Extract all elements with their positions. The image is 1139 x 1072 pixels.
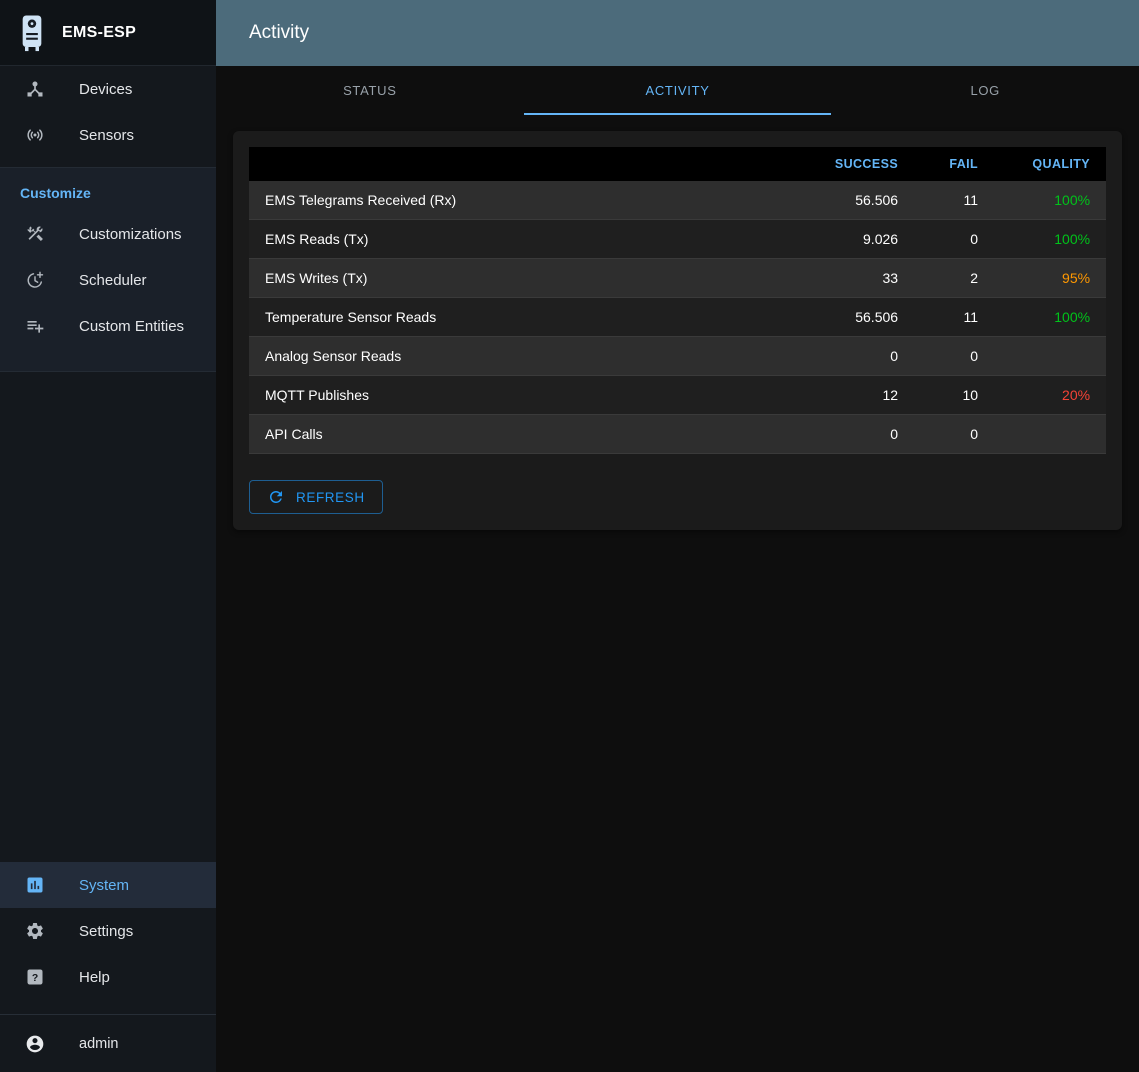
- ems-esp-logo-icon: [18, 14, 46, 52]
- fail-value: 11: [914, 181, 995, 220]
- table-row: API Calls 0 0: [249, 414, 1107, 454]
- table-row: EMS Writes (Tx) 33 2 95%: [249, 258, 1107, 298]
- sidebar-item-system[interactable]: System: [0, 862, 216, 908]
- success-value: 33: [794, 258, 915, 298]
- sidebar-item-help[interactable]: ? Help: [0, 954, 216, 1000]
- sidebar-item-customizations[interactable]: Customizations: [0, 211, 216, 257]
- app-title: EMS-ESP: [62, 23, 137, 41]
- refresh-button-label: REFRESH: [296, 489, 365, 505]
- app-bar: Activity: [216, 0, 1139, 66]
- bar-chart-icon: [25, 875, 45, 895]
- playlist-add-icon: [25, 316, 45, 336]
- main-area: Activity STATUS ACTIVITY LOG: [216, 0, 1139, 1072]
- tab-log[interactable]: LOG: [831, 66, 1139, 115]
- column-header-metric: [249, 147, 795, 181]
- quality-value: 100%: [994, 181, 1107, 220]
- sidebar-item-label: Customizations: [79, 225, 182, 243]
- quality-value: [994, 414, 1107, 454]
- table-row: Temperature Sensor Reads 56.506 11 100%: [249, 297, 1107, 337]
- customize-section: Customize Customizations Scheduler: [0, 167, 216, 372]
- page-title: Activity: [249, 22, 310, 43]
- quality-value: 100%: [994, 219, 1107, 259]
- customize-section-title: Customize: [20, 185, 91, 201]
- fail-value: 0: [914, 414, 995, 454]
- metric-name: EMS Writes (Tx): [249, 258, 795, 298]
- fail-value: 2: [914, 258, 995, 298]
- sidebar-item-scheduler[interactable]: Scheduler: [0, 257, 216, 303]
- metric-name: EMS Telegrams Received (Rx): [249, 181, 795, 220]
- metric-name: API Calls: [249, 414, 795, 454]
- sidebar-bottom-group: System Settings ? Help: [0, 862, 216, 1000]
- quality-value: 100%: [994, 297, 1107, 337]
- device-hub-icon: [25, 79, 45, 99]
- construction-icon: [25, 224, 45, 244]
- sidebar-item-label: Settings: [79, 922, 134, 940]
- fail-value: 0: [914, 219, 995, 259]
- content-area: SUCCESS FAIL QUALITY EMS Telegrams Recei…: [216, 115, 1139, 530]
- metric-name: EMS Reads (Tx): [249, 219, 795, 259]
- sidebar-spacer: [0, 372, 216, 862]
- table-header-row: SUCCESS FAIL QUALITY: [249, 147, 1107, 181]
- fail-value: 0: [914, 336, 995, 376]
- sidebar-item-label: Devices: [79, 80, 133, 98]
- sidebar-item-custom-entities[interactable]: Custom Entities: [0, 303, 216, 349]
- table-row: EMS Reads (Tx) 9.026 0 100%: [249, 219, 1107, 259]
- column-header-quality: QUALITY: [994, 147, 1107, 181]
- account-circle-icon: [25, 1034, 45, 1054]
- sidebar-item-sensors[interactable]: Sensors: [0, 112, 216, 158]
- success-value: 0: [794, 414, 915, 454]
- fail-value: 10: [914, 375, 995, 415]
- metric-name: Analog Sensor Reads: [249, 336, 795, 376]
- table-row: EMS Telegrams Received (Rx) 56.506 11 10…: [249, 181, 1107, 220]
- quality-value: 95%: [994, 258, 1107, 298]
- activity-table: SUCCESS FAIL QUALITY EMS Telegrams Recei…: [249, 147, 1107, 454]
- column-header-fail: FAIL: [914, 147, 995, 181]
- metric-name: Temperature Sensor Reads: [249, 297, 795, 337]
- tab-status[interactable]: STATUS: [216, 66, 524, 115]
- success-value: 56.506: [794, 297, 915, 337]
- table-row: MQTT Publishes 12 10 20%: [249, 375, 1107, 415]
- sidebar-item-label: Custom Entities: [79, 317, 185, 335]
- tab-label: STATUS: [343, 83, 397, 98]
- sidebar-item-label: Sensors: [79, 126, 135, 144]
- svg-text:?: ?: [32, 973, 38, 984]
- sensors-icon: [25, 125, 45, 145]
- scheduler-clock-icon: [25, 270, 45, 290]
- quality-value: 20%: [994, 375, 1107, 415]
- tab-label: ACTIVITY: [645, 83, 710, 98]
- metric-name: MQTT Publishes: [249, 375, 795, 415]
- tab-activity[interactable]: ACTIVITY: [523, 66, 832, 115]
- success-value: 0: [794, 336, 915, 376]
- fail-value: 11: [914, 297, 995, 337]
- help-icon: ?: [25, 967, 45, 987]
- refresh-button[interactable]: REFRESH: [249, 480, 383, 514]
- column-header-success: SUCCESS: [794, 147, 915, 181]
- sidebar-item-devices[interactable]: Devices: [0, 66, 216, 112]
- table-row: Analog Sensor Reads 0 0: [249, 336, 1107, 376]
- sidebar-item-admin[interactable]: admin: [0, 1014, 216, 1072]
- sidebar: EMS-ESP Devices Sensors Customize: [0, 0, 216, 1072]
- tab-label: LOG: [970, 83, 1000, 98]
- quality-value: [994, 336, 1107, 376]
- sidebar-item-label: System: [79, 876, 130, 894]
- success-value: 56.506: [794, 181, 915, 220]
- gear-icon: [25, 921, 45, 941]
- tab-bar: STATUS ACTIVITY LOG: [216, 66, 1139, 115]
- app-logo: EMS-ESP: [0, 0, 216, 66]
- activity-card: SUCCESS FAIL QUALITY EMS Telegrams Recei…: [233, 131, 1123, 530]
- sidebar-nav: Devices Sensors Customize Customizat: [0, 66, 216, 372]
- sidebar-item-label: Scheduler: [79, 271, 147, 289]
- success-value: 9.026: [794, 219, 915, 259]
- sidebar-item-settings[interactable]: Settings: [0, 908, 216, 954]
- success-value: 12: [794, 375, 915, 415]
- user-name: admin: [79, 1035, 119, 1052]
- refresh-icon: [267, 488, 285, 506]
- sidebar-item-label: Help: [79, 968, 110, 986]
